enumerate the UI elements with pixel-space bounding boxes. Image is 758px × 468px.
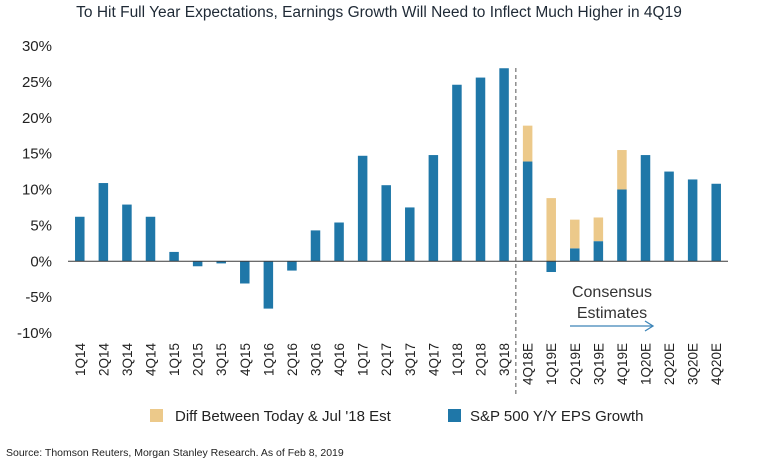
legend-label-eps-growth: S&P 500 Y/Y EPS Growth [470,408,643,425]
bar-diff-estimate [522,125,533,162]
bar-eps-growth [357,155,368,262]
bar-eps-growth [334,222,344,262]
x-tick-label: 4Q20E [709,343,724,385]
x-tick-label: 2Q16 [285,343,300,376]
annotation-arrow-head [644,320,655,332]
y-tick-label: 5% [30,217,52,234]
x-tick-label: 2Q18 [474,343,489,376]
y-tick-label: 15% [22,146,52,163]
x-tick-label: 1Q19E [544,343,559,385]
legend: Diff Between Today & Jul '18 Est S&P 500… [150,408,643,425]
source-note: Source: Thomson Reuters, Morgan Stanley … [6,447,344,459]
consensus-annotation: Consensus Estimates [570,284,655,332]
bar-eps-growth [475,77,486,262]
y-tick-label: 30% [22,38,52,55]
x-tick-label: 2Q17 [379,343,394,376]
bar-eps-growth [192,261,203,267]
bar-eps-growth [664,171,674,262]
x-tick-label: 4Q16 [332,343,347,376]
x-tick-label: 3Q15 [214,343,229,376]
x-tick-label: 3Q20E [686,343,701,385]
x-tick-label: 1Q18 [450,343,465,376]
bar-eps-growth [522,161,533,262]
bar-eps-growth [593,241,604,262]
y-tick-label: -10% [17,325,52,342]
bar-eps-growth [310,230,321,262]
bar-eps-growth [617,189,627,262]
bar-eps-growth [711,183,721,262]
annotation-line-1: Consensus [572,284,652,301]
bar-diff-estimate [593,217,604,242]
bar-eps-growth [263,261,274,309]
x-tick-label: 2Q14 [96,343,111,377]
x-tick-label: 3Q19E [591,343,606,385]
bar-eps-growth [381,185,391,262]
bar-eps-growth [499,68,509,262]
x-tick-label: 1Q15 [167,343,182,376]
y-tick-label: -5% [25,289,52,306]
bar-eps-growth [546,261,556,273]
y-tick-label: 10% [22,182,52,199]
chart-title: To Hit Full Year Expectations, Earnings … [76,4,682,21]
x-tick-label: 4Q15 [238,343,253,376]
legend-swatch-eps-growth [448,409,461,422]
x-tick-label: 2Q19E [568,343,583,385]
x-tick-label: 4Q14 [144,343,159,377]
x-axis: 1Q14 2Q14 3Q14 4Q14 1Q15 2Q15 3Q15 4Q15 1Q16 2Q16… [73,343,724,386]
x-tick-label: 1Q16 [261,343,276,376]
bar-eps-growth [122,204,132,262]
bar-diff-estimate [546,198,556,262]
x-tick-label: 4Q19E [615,343,630,385]
bar-eps-growth [687,179,698,262]
x-tick-label: 2Q20E [662,343,677,385]
legend-swatch-diff [150,409,163,422]
y-tick-label: 25% [22,74,52,91]
x-tick-label: 1Q14 [73,343,88,377]
bar-eps-growth [570,248,580,262]
x-tick-label: 1Q17 [356,343,371,376]
x-tick-label: 4Q17 [426,343,441,376]
bar-eps-growth [287,261,297,271]
x-tick-label: 4Q18E [521,343,536,385]
bar-eps-growth [452,84,462,262]
bar-diff-estimate [570,219,580,249]
x-tick-label: 2Q15 [191,343,206,376]
x-tick-label: 3Q14 [120,343,135,377]
bar-eps-growth [98,183,109,262]
bar-eps-growth [240,261,250,284]
x-tick-label: 1Q20E [639,343,654,385]
bar-diff-estimate [617,150,627,190]
bar-eps-growth [145,216,156,262]
bar-eps-growth [75,216,85,262]
y-axis: -10% -5% 0% 5% 10% 15% 20% 25% 30% [17,38,52,342]
y-tick-label: 20% [22,110,52,127]
x-tick-label: 3Q17 [403,343,418,376]
annotation-line-2: Estimates [577,305,647,322]
legend-label-diff: Diff Between Today & Jul '18 Est [175,408,392,425]
bar-eps-growth [640,155,651,262]
x-tick-label: 3Q16 [309,343,324,376]
bar-eps-growth [405,207,415,262]
bar-eps-growth [216,261,226,264]
x-tick-label: 3Q18 [497,343,512,376]
y-tick-label: 0% [30,253,52,270]
bar-eps-growth [428,155,439,262]
bar-eps-growth [169,251,179,262]
bar-series [75,68,721,309]
